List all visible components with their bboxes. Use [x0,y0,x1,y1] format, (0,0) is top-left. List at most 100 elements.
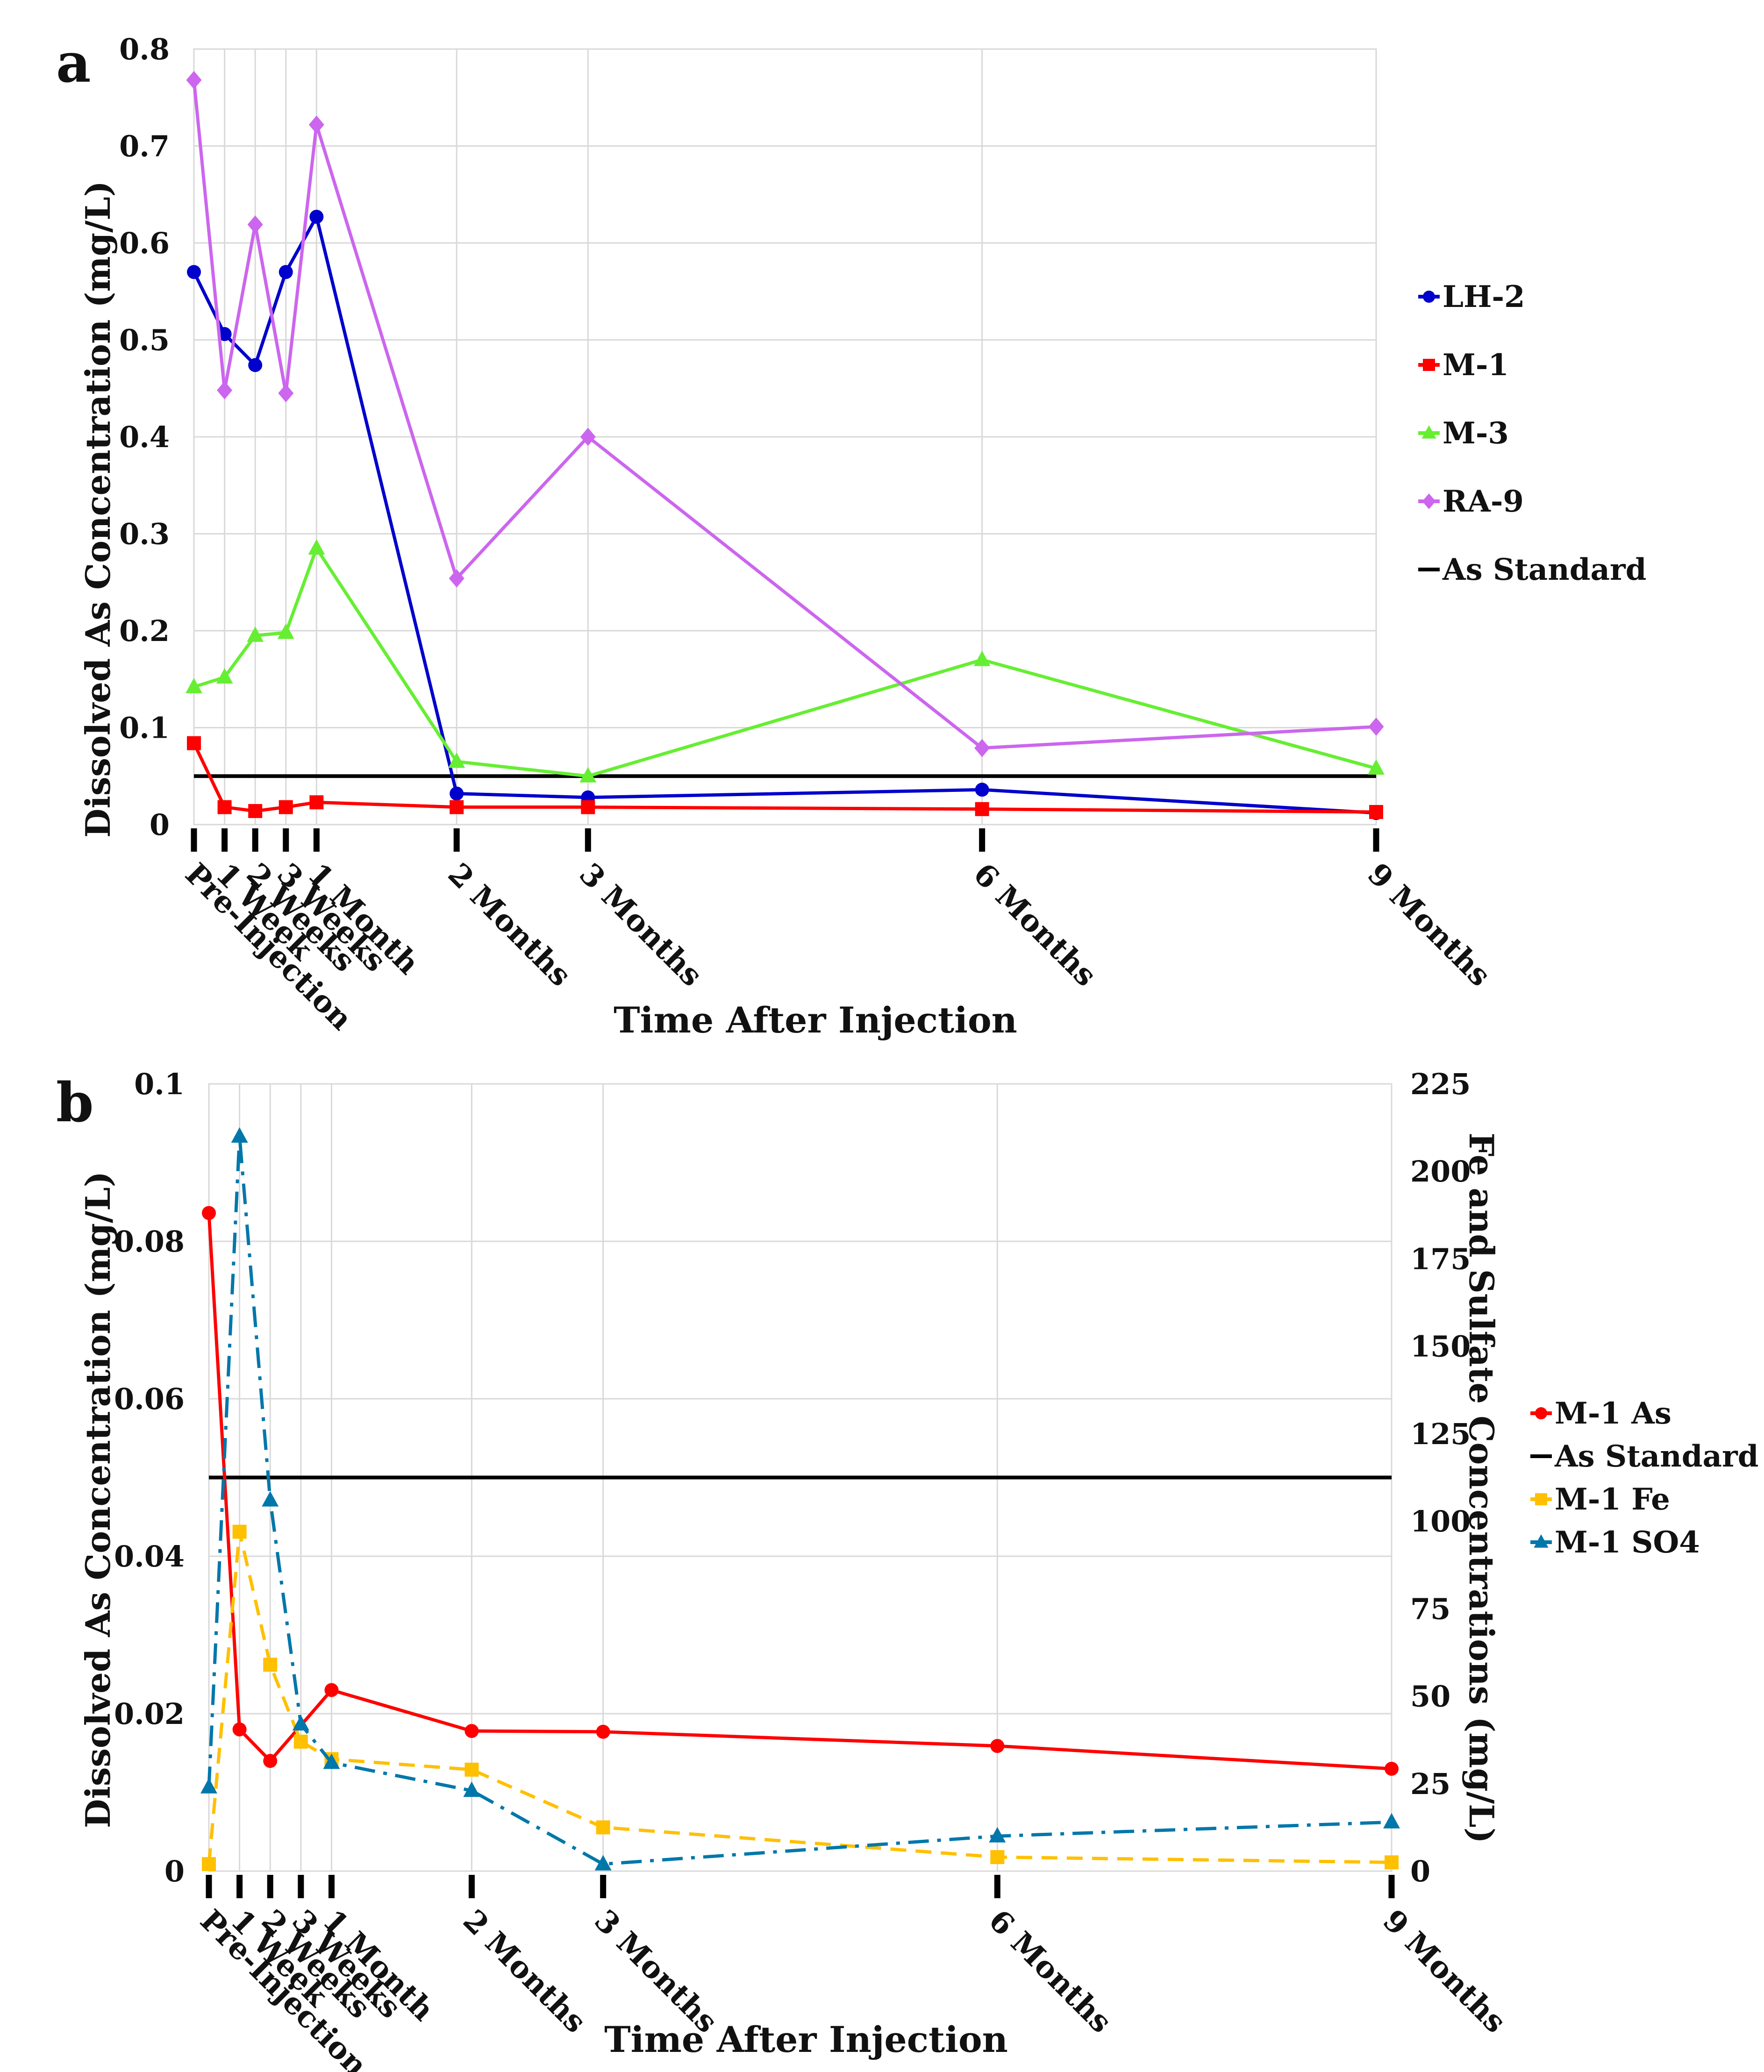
data-point-m-1 [450,800,464,814]
data-point-m-1 [309,795,324,810]
data-point-m-3 [216,668,233,684]
data-point-m-1 [581,800,595,814]
y-right-tick-label: 225 [1410,1067,1471,1101]
legend-label: As Standard [1554,1439,1758,1474]
data-point-m-1-fe [263,1658,278,1672]
legend-swatch-marker [1535,1493,1547,1505]
y-right-tick-label: 75 [1410,1592,1450,1626]
legend-item-as-standard: As Standard [1418,552,1646,587]
data-point-m-1-fe [232,1524,247,1539]
legend-label: M-3 [1443,416,1509,451]
data-point-m-3 [579,767,597,783]
legend-item-as-standard: As Standard [1530,1439,1758,1474]
legend-swatch-marker [1422,493,1436,509]
data-point-m-1-as [263,1754,278,1768]
legend-item-ra-9: RA-9 [1418,484,1524,519]
y-tick-label: 0.6 [119,226,170,260]
data-point-m-1-as [596,1724,610,1739]
y-tick-label: 0.1 [134,1067,185,1101]
legend-label: RA-9 [1443,484,1524,519]
y-right-tick-label: 200 [1410,1154,1471,1189]
legend-item-m-1-so4: M-1 SO4 [1530,1525,1700,1560]
y-tick-label: 0 [164,1854,185,1888]
y-right-tick-label: 25 [1410,1767,1450,1801]
y-right-tick-label: 0 [1410,1854,1430,1888]
legend-item-m-1: M-1 [1418,348,1509,383]
data-point-m-3 [186,677,202,693]
data-point-ra-9 [247,215,263,234]
series-line-ra-9 [192,80,1377,750]
data-point-lh-2 [279,265,293,279]
y-tick-label: 0.7 [119,129,170,164]
y-tick-label: 0.2 [119,614,170,648]
data-point-m-1-fe [293,1734,308,1749]
data-point-ra-9 [1368,717,1384,736]
data-point-m-1-so4 [594,1855,612,1871]
y-axis-title-right-b: Fe and Sulfate Concentrations (mg/L) [1462,1132,1501,1844]
x-axis-title-a: Time After Injection [614,999,1017,1041]
data-point-lh-2 [217,327,232,342]
data-point-m-1-as [232,1722,247,1737]
data-point-ra-9 [278,384,294,403]
data-point-m-1-fe [464,1762,479,1777]
y-tick-label: 0.8 [119,32,170,66]
legend-swatch-marker [1535,1407,1547,1419]
data-point-ra-9 [449,569,464,588]
data-point-m-1-as [202,1206,216,1220]
y-tick-label: 0 [150,808,170,842]
data-point-lh-2 [975,783,989,797]
series-line-m-1-fe [207,1530,1392,1865]
data-point-m-1-so4 [1383,1813,1400,1829]
data-point-m-1 [187,736,201,750]
series-line-m-1-as [207,1213,1392,1771]
y-right-tick-label: 175 [1410,1242,1471,1276]
plot-area-frame [193,48,1377,826]
data-point-m-3 [247,626,264,642]
data-point-m-1-as [324,1683,339,1697]
legend-swatch-marker [1534,1534,1549,1548]
y-right-tick-label: 50 [1410,1680,1450,1714]
data-point-m-1 [975,802,989,816]
x-tick-label: 9 Months [1376,1903,1513,2040]
legend-item-lh-2: LH-2 [1418,279,1525,314]
data-point-m-1-fe [202,1857,216,1872]
data-point-m-1-so4 [292,1715,309,1730]
x-tick-label: 2 Months [456,1903,593,2040]
x-axis-title-b: Time After Injection [604,2019,1008,2060]
data-point-m-3 [308,539,325,555]
x-tick-label: 3 Months [572,856,709,993]
y-tick-label: 0.08 [114,1225,185,1259]
y-right-tick-label: 100 [1410,1504,1471,1538]
data-point-lh-2 [309,209,324,224]
data-point-lh-2 [248,358,263,372]
y-tick-label: 0.5 [119,323,170,357]
y-tick-label: 0.06 [114,1382,185,1416]
data-point-m-1 [217,800,232,814]
panel-label-a: a [56,32,91,95]
legend-swatch-marker [1421,425,1436,439]
panel-label-b: b [56,1071,93,1134]
y-tick-label: 0.02 [114,1697,185,1731]
y-tick-label: 0.04 [114,1539,185,1574]
data-point-m-1-as [1385,1761,1399,1776]
chart-panel-b: b Time After Injection Dissolved As Conc… [56,1067,1758,2072]
legend-label: M-1 As [1555,1396,1671,1431]
data-point-ra-9 [217,381,233,399]
data-point-ra-9 [580,427,596,446]
data-point-m-1 [279,800,293,814]
data-point-m-3 [1368,759,1385,775]
data-point-ra-9 [186,71,202,89]
y-right-tick-label: 125 [1410,1417,1471,1451]
data-point-m-3 [973,650,991,666]
data-point-ra-9 [974,739,990,757]
legend-label: LH-2 [1443,279,1525,314]
data-point-m-1 [248,804,263,818]
series-line-m-1-so4 [207,1134,1392,1866]
chart-panel-a: a Time After Injection Dissolved As Conc… [56,32,1646,1041]
legend-item-m-3: M-3 [1418,416,1509,451]
data-point-ra-9 [308,115,324,134]
y-axis-title-b: Dissolved As Concentration (mg/L) [78,1171,118,1828]
data-point-m-1-so4 [323,1753,340,1769]
data-point-m-1-fe [1385,1855,1399,1870]
